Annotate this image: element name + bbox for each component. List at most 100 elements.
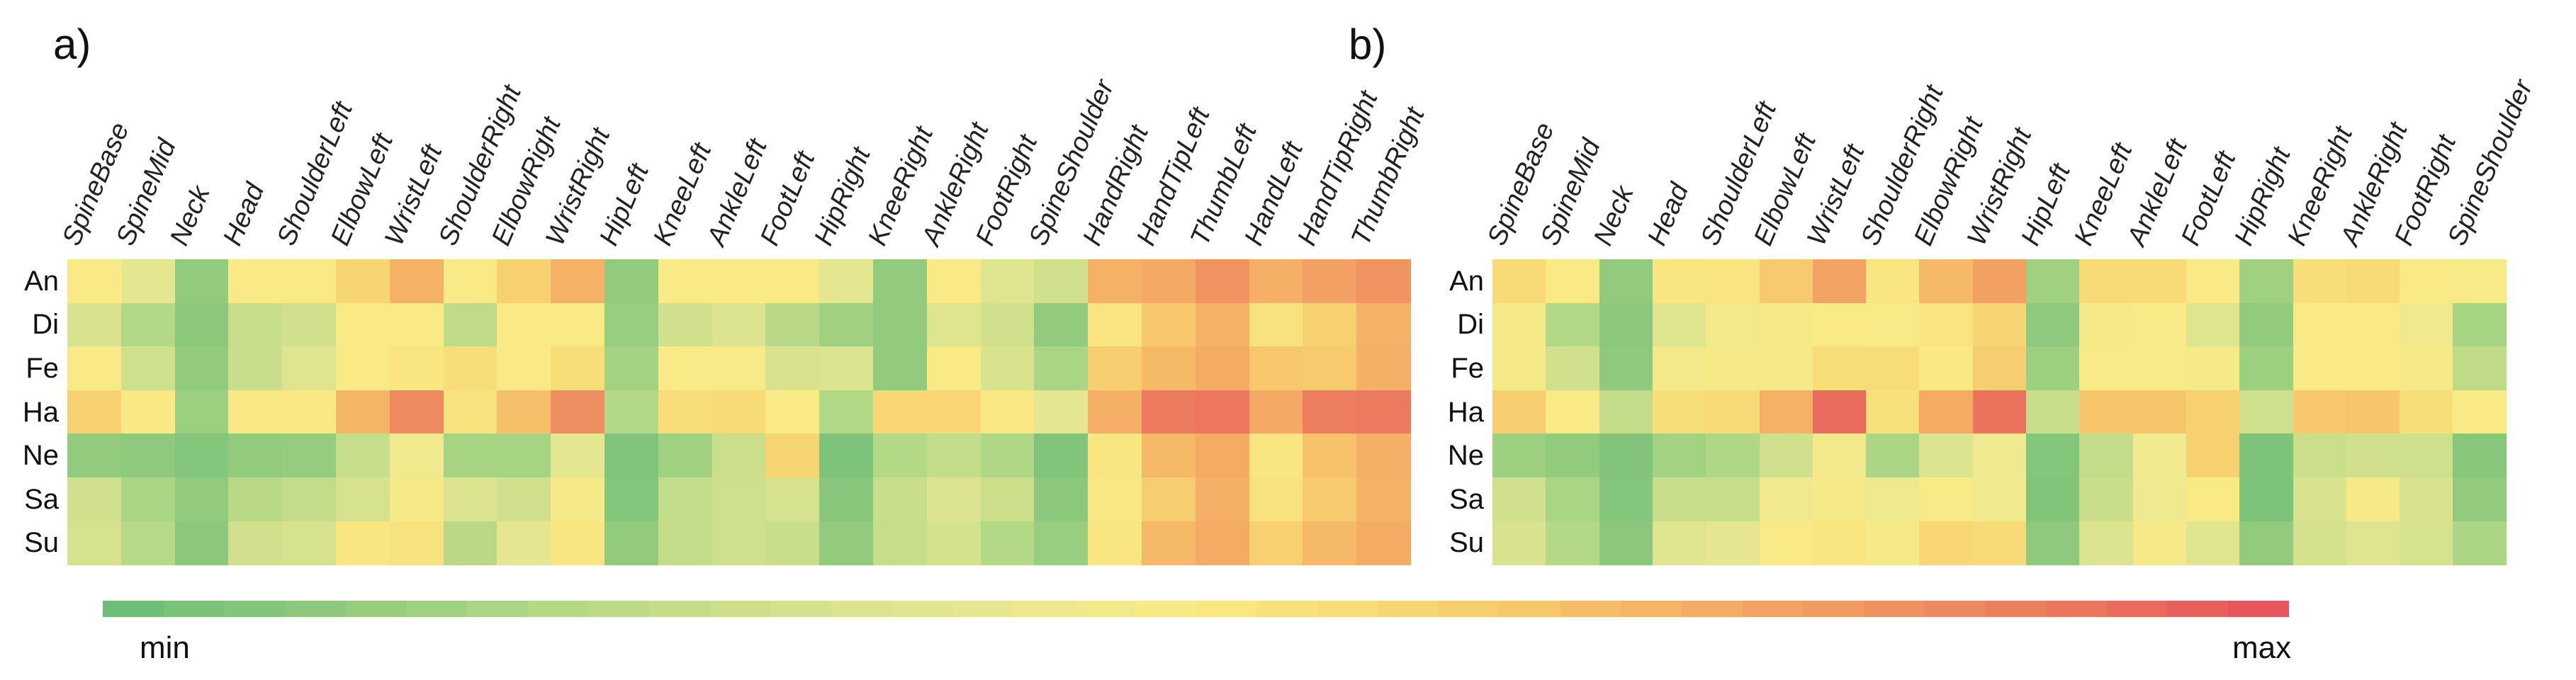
heatmap-cell bbox=[1303, 521, 1357, 565]
heatmap-cell bbox=[1249, 346, 1304, 391]
heatmap-cell bbox=[765, 434, 820, 478]
heatmap-cell bbox=[67, 302, 122, 347]
heatmap-cell bbox=[1866, 390, 1920, 435]
heatmap-cell bbox=[282, 302, 337, 347]
heatmap-cell bbox=[712, 390, 767, 435]
heatmap-cell bbox=[765, 390, 820, 435]
heatmap-cell bbox=[926, 346, 982, 391]
heatmap-cell bbox=[2026, 390, 2080, 435]
heatmap-cell bbox=[1034, 390, 1089, 435]
column-label: Neck bbox=[1588, 181, 1640, 250]
heatmap-cell bbox=[497, 390, 551, 435]
heatmap-cell bbox=[1599, 259, 1653, 304]
heatmap-cell bbox=[2132, 259, 2187, 304]
heatmap-cell bbox=[67, 477, 122, 522]
heatmap-cell bbox=[1866, 346, 1920, 391]
heatmap-cell bbox=[2293, 390, 2347, 435]
heatmap-cell bbox=[1142, 390, 1196, 435]
heatmap-cell bbox=[120, 477, 176, 522]
heatmap-cell bbox=[2453, 434, 2507, 478]
heatmap-cell bbox=[2186, 477, 2240, 522]
heatmap-cell bbox=[1142, 302, 1196, 347]
heatmap-cell bbox=[1599, 521, 1653, 565]
heatmap-cell bbox=[336, 390, 390, 435]
heatmap-cell bbox=[1195, 302, 1250, 347]
heatmap-cell bbox=[282, 390, 337, 435]
heatmap-cell bbox=[873, 434, 928, 478]
colorbar-segment bbox=[1317, 601, 1378, 617]
heatmap-cell bbox=[1866, 302, 1920, 347]
heatmap-cell bbox=[1706, 390, 1760, 435]
heatmap-cell bbox=[1652, 434, 1706, 478]
heatmap-cell bbox=[658, 434, 713, 478]
row-label: Su bbox=[1449, 527, 1484, 559]
heatmap-cell bbox=[389, 346, 444, 391]
heatmap-cell bbox=[873, 390, 928, 435]
heatmap-cell bbox=[2186, 302, 2240, 347]
heatmap-cell bbox=[1034, 434, 1089, 478]
heatmap-cell bbox=[1303, 477, 1357, 522]
heatmap-cell bbox=[873, 521, 928, 565]
heatmap-cell bbox=[819, 477, 874, 522]
heatmap-cell bbox=[2239, 434, 2294, 478]
heatmap-cell bbox=[228, 477, 283, 522]
heatmap-cell bbox=[2186, 346, 2240, 391]
heatmap-cell bbox=[443, 259, 498, 304]
panel-b-letter: b) bbox=[1349, 21, 1387, 68]
heatmap-cell bbox=[551, 434, 605, 478]
colorbar-segment bbox=[1621, 601, 1682, 617]
heatmap-cell bbox=[174, 477, 230, 522]
heatmap-cell bbox=[712, 259, 767, 304]
heatmap-cell bbox=[2400, 259, 2454, 304]
colorbar-segment bbox=[588, 601, 650, 617]
heatmap-cell bbox=[1599, 302, 1653, 347]
row-label: Di bbox=[32, 309, 59, 341]
heatmap-cell bbox=[2293, 259, 2347, 304]
row-label: Ha bbox=[1447, 396, 1484, 428]
colorbar-segment bbox=[467, 601, 528, 617]
heatmap-cell bbox=[174, 302, 230, 347]
heatmap-cell bbox=[1492, 434, 1546, 478]
heatmap-cell bbox=[604, 390, 659, 435]
heatmap-cell bbox=[1249, 477, 1304, 522]
colorbar-segment bbox=[1681, 601, 1743, 617]
heatmap-cell bbox=[2293, 434, 2347, 478]
heatmap-cell bbox=[1919, 302, 1974, 347]
heatmap-cell bbox=[120, 390, 176, 435]
heatmap-cell bbox=[120, 521, 176, 565]
heatmap-cell bbox=[2293, 521, 2347, 565]
heatmap-cell bbox=[980, 477, 1035, 522]
heatmap-cell bbox=[1706, 521, 1760, 565]
colorbar-segment bbox=[163, 601, 225, 617]
heatmap-cell bbox=[2026, 521, 2080, 565]
heatmap-cell bbox=[1546, 346, 1600, 391]
heatmap-cell bbox=[926, 259, 982, 304]
heatmap-cell bbox=[389, 390, 444, 435]
colorbar-segment bbox=[1863, 601, 1925, 617]
heatmap-cell bbox=[120, 346, 176, 391]
colorbar-segment bbox=[224, 601, 286, 617]
heatmap-cell bbox=[1142, 346, 1196, 391]
heatmap-cell bbox=[2239, 390, 2294, 435]
heatmap-cell bbox=[712, 302, 767, 347]
heatmap-cell bbox=[2453, 477, 2507, 522]
heatmap-cell bbox=[658, 521, 713, 565]
heatmap-cell bbox=[658, 346, 713, 391]
heatmap-cell bbox=[1972, 346, 2027, 391]
heatmap-cell bbox=[1142, 477, 1196, 522]
heatmap-cell bbox=[2346, 259, 2400, 304]
heatmap-cell bbox=[2293, 302, 2347, 347]
heatmap-cell bbox=[1356, 302, 1411, 347]
heatmap-cell bbox=[819, 346, 874, 391]
heatmap-cell bbox=[1652, 390, 1706, 435]
heatmap-cell bbox=[2346, 434, 2400, 478]
row-label: Sa bbox=[24, 483, 59, 515]
colorbar-segment bbox=[1378, 601, 1439, 617]
heatmap-cell bbox=[1759, 434, 1813, 478]
heatmap-cell bbox=[120, 259, 176, 304]
heatmap-cell bbox=[1249, 259, 1304, 304]
heatmap-cell bbox=[67, 434, 122, 478]
colorbar-segment bbox=[952, 601, 1014, 617]
heatmap-cell bbox=[443, 521, 498, 565]
heatmap-cell bbox=[712, 434, 767, 478]
